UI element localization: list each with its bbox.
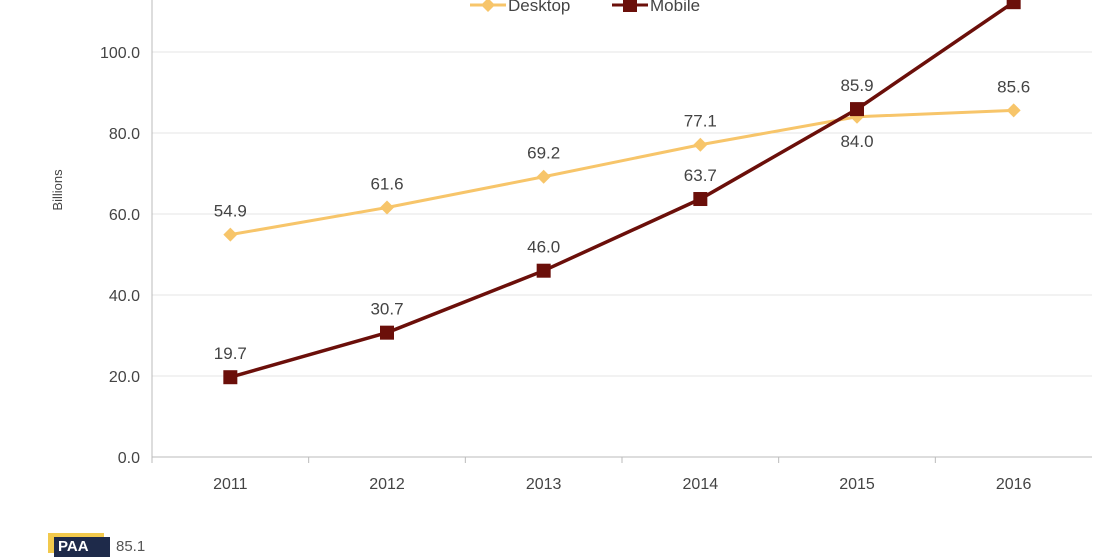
data-point-mobile — [850, 102, 864, 117]
logo-partial-text: 85.1 — [116, 538, 146, 555]
data-label-mobile: 46.0 — [527, 238, 560, 257]
series-line-mobile — [229, 0, 1015, 379]
data-point-mobile — [380, 325, 394, 340]
data-label-mobile: 19.7 — [214, 344, 247, 363]
y-tick-label: 100.0 — [100, 45, 140, 62]
legend-label: Desktop — [508, 0, 570, 15]
y-tick-label: 40.0 — [109, 288, 140, 305]
legend-marker — [481, 0, 495, 12]
data-label-mobile: 30.7 — [370, 300, 403, 319]
data-label-mobile: 63.7 — [684, 166, 717, 185]
data-label-desktop: 54.9 — [214, 202, 247, 221]
data-label-desktop: 77.1 — [684, 112, 717, 131]
x-tick-label: 2014 — [683, 476, 719, 493]
x-tick-label: 2016 — [996, 476, 1032, 493]
data-label-desktop: 84.0 — [840, 132, 873, 151]
data-point-desktop — [536, 169, 551, 184]
logo-text: PAA — [54, 537, 110, 557]
data-point-mobile — [1006, 0, 1021, 10]
legend-label: Mobile — [650, 0, 700, 15]
y-axis-label: Billions — [50, 169, 65, 211]
legend-marker — [623, 0, 637, 12]
data-label-desktop: 85.6 — [997, 77, 1030, 96]
data-point-desktop — [693, 137, 708, 152]
x-tick-label: 2015 — [839, 476, 875, 493]
x-tick-label: 2012 — [369, 476, 405, 493]
x-tick-label: 2013 — [526, 476, 562, 493]
series-line-desktop — [230, 108, 1014, 237]
y-tick-label: 80.0 — [109, 126, 140, 143]
data-label-mobile: 85.9 — [840, 76, 873, 95]
data-point-mobile — [536, 263, 551, 278]
y-tick-label: 60.0 — [109, 207, 140, 224]
data-label-desktop: 69.2 — [527, 144, 560, 163]
data-label-desktop: 61.6 — [370, 175, 403, 194]
y-tick-label: 20.0 — [109, 369, 140, 386]
data-point-desktop — [1006, 103, 1021, 118]
x-tick-label: 2011 — [213, 476, 248, 493]
data-point-mobile — [693, 192, 708, 207]
footer-logo: PAA — [48, 533, 110, 557]
data-point-desktop — [380, 200, 394, 215]
data-point-mobile — [223, 370, 238, 385]
y-tick-label: 0.0 — [118, 450, 140, 467]
data-point-desktop — [223, 227, 238, 242]
